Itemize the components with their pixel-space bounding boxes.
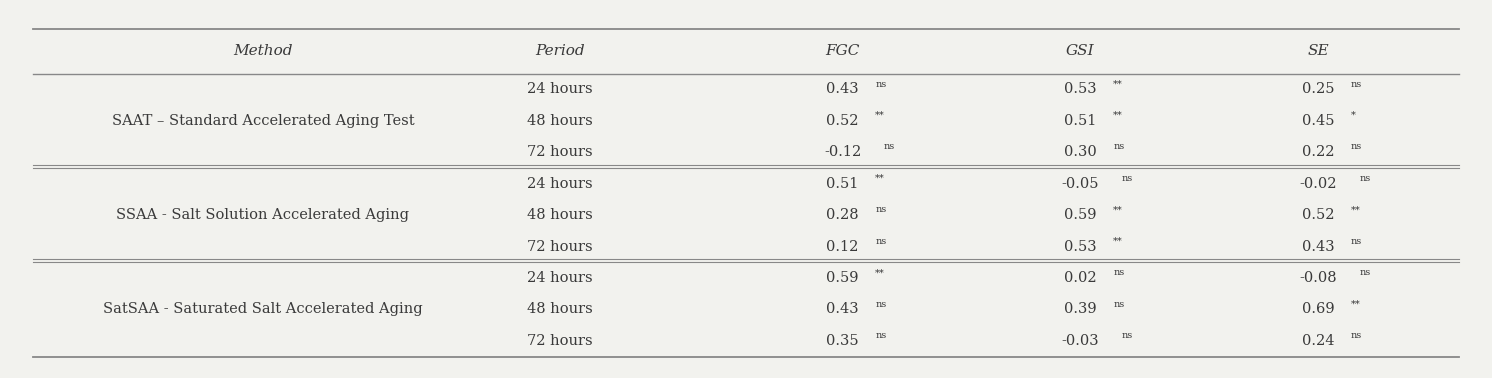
Text: ns: ns [1122,331,1132,340]
Text: 0.59: 0.59 [1064,208,1097,222]
Text: -0.05: -0.05 [1062,177,1100,191]
Text: 0.43: 0.43 [1303,240,1334,254]
Text: ns: ns [876,331,886,340]
Text: Period: Period [536,44,585,58]
Text: ns: ns [876,300,886,309]
Text: ns: ns [876,237,886,246]
Text: -0.12: -0.12 [824,145,861,159]
Text: 0.53: 0.53 [1064,240,1097,254]
Text: FGC: FGC [825,44,859,58]
Text: 0.02: 0.02 [1064,271,1097,285]
Text: 0.53: 0.53 [1064,82,1097,96]
Text: **: ** [1113,205,1123,214]
Text: 72 hours: 72 hours [527,240,592,254]
Text: **: ** [1113,237,1123,246]
Text: ns: ns [1113,300,1125,309]
Text: 0.51: 0.51 [1064,114,1097,128]
Text: ns: ns [1122,174,1132,183]
Text: **: ** [1350,205,1361,214]
Text: ns: ns [1350,331,1362,340]
Text: SatSAA - Saturated Salt Accelerated Aging: SatSAA - Saturated Salt Accelerated Agin… [103,302,422,316]
Text: 0.35: 0.35 [827,334,859,348]
Text: **: ** [876,174,885,183]
Text: ns: ns [876,79,886,88]
Text: 0.51: 0.51 [827,177,859,191]
Text: **: ** [1350,300,1361,309]
Text: **: ** [1113,79,1123,88]
Text: 24 hours: 24 hours [527,177,592,191]
Text: **: ** [876,111,885,120]
Text: ns: ns [1359,174,1371,183]
Text: 0.52: 0.52 [827,114,859,128]
Text: 0.22: 0.22 [1303,145,1334,159]
Text: 0.12: 0.12 [827,240,859,254]
Text: 0.43: 0.43 [827,82,859,96]
Text: ns: ns [1350,143,1362,152]
Text: 0.28: 0.28 [827,208,859,222]
Text: 72 hours: 72 hours [527,334,592,348]
Text: 0.59: 0.59 [827,271,859,285]
Text: 0.43: 0.43 [827,302,859,316]
Text: ns: ns [876,205,886,214]
Text: 0.30: 0.30 [1064,145,1097,159]
Text: -0.08: -0.08 [1300,271,1337,285]
Text: SAAT – Standard Accelerated Aging Test: SAAT – Standard Accelerated Aging Test [112,114,415,128]
Text: 48 hours: 48 hours [527,302,592,316]
Text: 0.25: 0.25 [1303,82,1334,96]
Text: ns: ns [1113,143,1125,152]
Text: 0.52: 0.52 [1303,208,1334,222]
Text: SSAA - Salt Solution Accelerated Aging: SSAA - Salt Solution Accelerated Aging [116,208,409,222]
Text: 48 hours: 48 hours [527,114,592,128]
Text: 24 hours: 24 hours [527,82,592,96]
Text: -0.02: -0.02 [1300,177,1337,191]
Text: 0.39: 0.39 [1064,302,1097,316]
Text: **: ** [1113,111,1123,120]
Text: 0.24: 0.24 [1303,334,1334,348]
Text: SE: SE [1307,44,1329,58]
Text: ns: ns [1113,268,1125,277]
Text: 48 hours: 48 hours [527,208,592,222]
Text: ns: ns [1350,79,1362,88]
Text: 24 hours: 24 hours [527,271,592,285]
Text: *: * [1350,111,1356,120]
Text: 0.69: 0.69 [1303,302,1334,316]
Text: ns: ns [1359,268,1371,277]
Text: **: ** [876,268,885,277]
Text: -0.03: -0.03 [1062,334,1100,348]
Text: ns: ns [1350,237,1362,246]
Text: Method: Method [233,44,292,58]
Text: 0.45: 0.45 [1303,114,1334,128]
Text: 72 hours: 72 hours [527,145,592,159]
Text: ns: ns [883,143,895,152]
Text: GSI: GSI [1067,44,1095,58]
